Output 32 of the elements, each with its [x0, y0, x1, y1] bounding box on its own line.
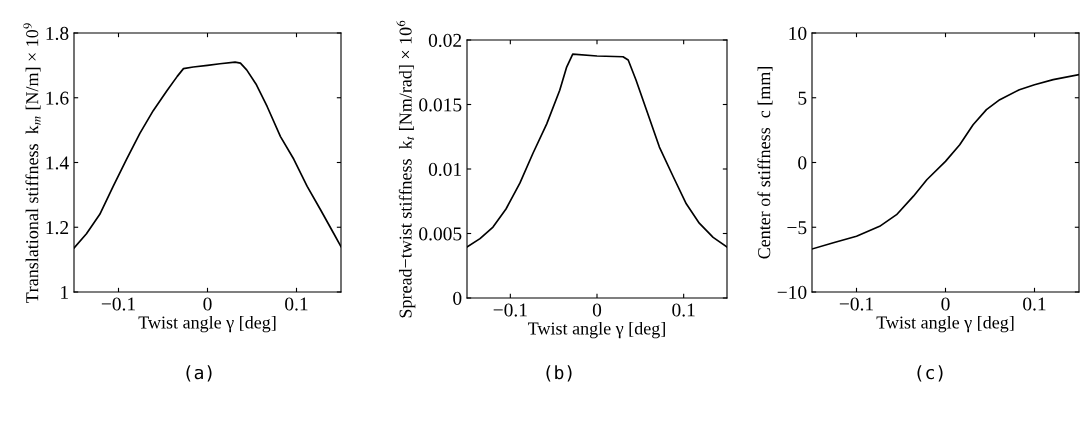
x-tick-label: −0.1 — [101, 297, 135, 311]
x-axis-title: Twist angle γ [deg] — [876, 315, 1014, 333]
y-tick-label: 1.8 — [46, 26, 69, 41]
x-tick-label: −0.1 — [493, 303, 527, 317]
x-tick-label: −0.1 — [839, 297, 873, 311]
y-tick-label: 0.005 — [419, 227, 462, 241]
x-tick-label: 0 — [203, 297, 212, 311]
x-axis-title: Twist angle γ [deg] — [528, 321, 665, 339]
y-tick-label: 1.4 — [46, 156, 69, 170]
y-tick-label: 10 — [789, 26, 807, 40]
y-tick-label: 0.01 — [428, 162, 461, 177]
y-tick-label: 0.015 — [419, 98, 462, 112]
x-tick-label: 0.1 — [672, 303, 695, 317]
y-axis-title: Center of stiffness c [mm] — [757, 66, 773, 259]
x-axis-title: Twist angle γ [deg] — [138, 315, 276, 333]
y-tick-label: 0.02 — [428, 33, 462, 48]
y-tick-label: 1 — [61, 285, 68, 299]
y-tick-label: −5 — [787, 221, 807, 235]
y-axis-title: Spread−twist stiffness k$_{t}$ [Nm/rad] × 10$^{6}$ — [396, 20, 416, 318]
x-tick-label: 0 — [941, 297, 950, 311]
x-tick-label: 0 — [592, 303, 602, 317]
text: (a) — [186, 365, 212, 382]
y-tick-label: 1.2 — [46, 221, 69, 235]
x-tick-label: 0.1 — [1023, 297, 1046, 311]
x-tick-label: 0.1 — [285, 297, 308, 311]
y-tick-label: −10 — [777, 285, 807, 299]
y-tick-label: 5 — [798, 91, 807, 105]
text: (c) — [917, 365, 943, 382]
y-axis-title: Translational stiffness k$_{m}$ [N/m] × 10$^{9}$ — [23, 23, 41, 304]
y-tick-label: 1.6 — [46, 91, 69, 105]
text: (b) — [546, 365, 572, 382]
y-tick-label: 0 — [798, 156, 807, 170]
